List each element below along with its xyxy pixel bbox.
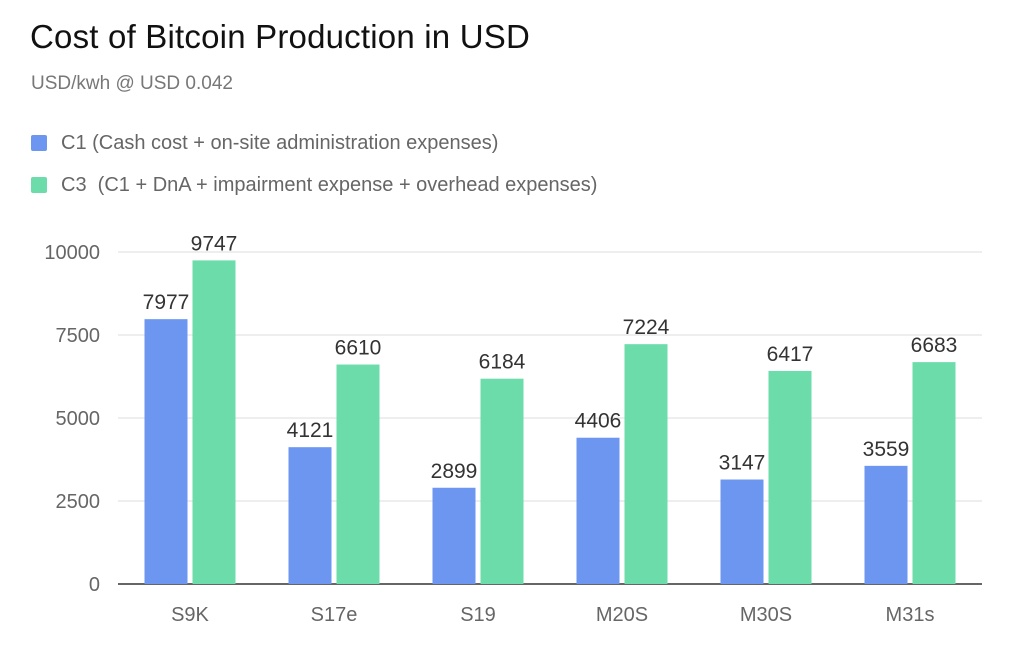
y-tick-label: 10000 bbox=[44, 242, 100, 264]
x-tick-label: S17e bbox=[311, 604, 358, 626]
y-tick-label: 7500 bbox=[56, 325, 101, 347]
bar-c1 bbox=[720, 479, 764, 584]
x-tick-label: M31s bbox=[886, 604, 935, 626]
x-tick-label: M30S bbox=[740, 604, 792, 626]
y-tick-label: 2500 bbox=[56, 491, 101, 513]
data-label: 9747 bbox=[191, 232, 238, 255]
chart-title: Cost of Bitcoin Production in USD bbox=[30, 18, 530, 55]
data-label: 4121 bbox=[287, 419, 334, 442]
legend-swatch-c3 bbox=[31, 177, 47, 193]
bar-c3 bbox=[624, 344, 668, 584]
bar-c1 bbox=[576, 437, 620, 584]
legend-item-c1: C1 (Cash cost + on-site administration e… bbox=[31, 130, 597, 156]
bar-c3 bbox=[336, 364, 380, 584]
data-label: 3147 bbox=[719, 452, 766, 475]
data-label: 6683 bbox=[911, 334, 958, 357]
legend-item-c3: C3 (C1 + DnA + impairment expense + over… bbox=[31, 172, 597, 198]
legend-label-c3: C3 (C1 + DnA + impairment expense + over… bbox=[61, 173, 598, 196]
x-tick-label: M20S bbox=[596, 604, 648, 626]
data-label: 3559 bbox=[863, 438, 910, 461]
data-label: 6610 bbox=[335, 337, 382, 360]
data-label: 4406 bbox=[575, 410, 622, 433]
bar-c3 bbox=[768, 370, 812, 584]
data-label: 2899 bbox=[431, 460, 478, 483]
legend-swatch-c1 bbox=[31, 135, 47, 151]
legend: C1 (Cash cost + on-site administration e… bbox=[31, 130, 597, 214]
data-label: 7977 bbox=[143, 291, 190, 314]
bar-c1 bbox=[144, 319, 188, 584]
data-label: 7224 bbox=[623, 316, 670, 339]
bar-c3 bbox=[480, 378, 524, 584]
x-tick-label: S19 bbox=[460, 604, 496, 626]
x-tick-label: S9K bbox=[171, 604, 209, 626]
bar-c1 bbox=[864, 465, 908, 584]
chart-subtitle: USD/kwh @ USD 0.042 bbox=[31, 73, 233, 94]
y-tick-label: 5000 bbox=[56, 408, 101, 430]
data-label: 6417 bbox=[767, 343, 814, 366]
y-tick-label: 0 bbox=[89, 574, 100, 596]
bar-c3 bbox=[912, 362, 956, 584]
bar-c3 bbox=[192, 260, 236, 584]
bar-c1 bbox=[288, 447, 332, 584]
bar-c1 bbox=[432, 487, 476, 584]
data-label: 6184 bbox=[479, 351, 526, 374]
legend-label-c1: C1 (Cash cost + on-site administration e… bbox=[61, 131, 499, 154]
